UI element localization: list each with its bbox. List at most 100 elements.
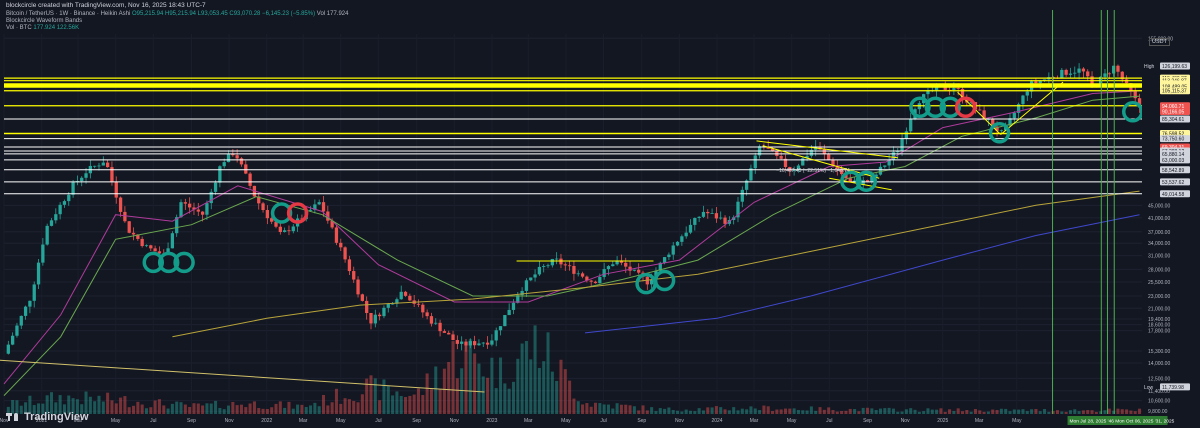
trendline <box>756 140 898 159</box>
currency-label[interactable]: USDT <box>1149 38 1170 46</box>
volume-bar <box>41 403 45 414</box>
candle <box>615 260 619 265</box>
volume-bar <box>986 411 990 414</box>
volume-bar <box>49 392 54 414</box>
volume-bar <box>524 341 528 414</box>
candle <box>386 303 390 308</box>
volume-bar <box>192 403 196 414</box>
volume-bar <box>265 409 269 414</box>
volume-bar <box>589 406 593 414</box>
candle <box>339 242 343 248</box>
volume-bar <box>546 332 550 414</box>
volume-bar <box>434 366 438 414</box>
volume-legend[interactable]: Vol · BTC 177.924 122.56K <box>6 25 79 32</box>
candle <box>1081 68 1086 72</box>
volume-bar <box>1051 411 1055 414</box>
candle <box>369 312 373 324</box>
volume-bar <box>658 408 662 414</box>
candle <box>809 149 814 156</box>
indicator-legend[interactable]: Blockcircle Waveform Bands <box>6 18 83 24</box>
candle <box>455 340 459 344</box>
volume-bar <box>1129 410 1133 414</box>
candle <box>861 180 865 185</box>
candle <box>131 232 136 235</box>
volume-bar <box>157 399 161 414</box>
price-label-box <box>1160 135 1190 143</box>
volume-bar <box>71 398 75 414</box>
volume-bar <box>270 407 274 414</box>
volume-bar <box>645 410 649 414</box>
candle <box>205 203 209 215</box>
candle <box>792 170 796 171</box>
volume-bar <box>995 410 999 414</box>
ohlc-values: O95,215.94 H95,215.94 L93,053.45 C93,070… <box>131 11 316 17</box>
volume-bar <box>896 411 900 414</box>
x-tick-label: Nov <box>225 418 234 424</box>
volume-bar <box>973 409 977 414</box>
candle <box>447 332 451 335</box>
volume-bar <box>563 369 567 414</box>
volume-bar <box>313 402 317 414</box>
volume-bar <box>391 395 395 414</box>
candle <box>624 262 628 267</box>
volume-bar <box>853 409 857 414</box>
circle-marker-green <box>924 96 947 119</box>
volume-bar <box>244 407 248 414</box>
volume-bar <box>766 406 770 414</box>
symbol-legend[interactable]: Bitcoin / TetherUS · 1W · Binance · Heik… <box>6 11 348 18</box>
candle <box>136 234 140 239</box>
volume-bar <box>196 403 200 414</box>
candle <box>999 130 1004 132</box>
candle <box>334 227 339 243</box>
price-label: 85,304.61 <box>1162 117 1184 123</box>
candle <box>45 225 49 245</box>
candle <box>706 211 710 214</box>
candle <box>710 213 714 214</box>
candle <box>317 202 321 205</box>
volume-bar <box>926 408 930 414</box>
volume-bar <box>235 405 239 414</box>
price-label: 63,000.03 <box>1162 158 1184 164</box>
volume-bar <box>818 407 822 414</box>
volume-bar <box>1120 409 1124 414</box>
candle <box>852 180 857 182</box>
tradingview-logo[interactable]: TradingView <box>6 411 89 423</box>
price-label: 76,598.52 <box>1162 131 1184 137</box>
candle <box>71 182 75 195</box>
candle <box>1016 104 1021 113</box>
candle <box>54 214 58 221</box>
candle <box>883 165 887 167</box>
circle-marker-green <box>653 269 676 292</box>
volume-bar <box>723 409 727 414</box>
tradingview-logo-text: TradingView <box>24 411 89 423</box>
x-tick-label: Nov <box>675 418 684 424</box>
candle <box>356 279 360 295</box>
candle <box>865 180 870 182</box>
candle <box>688 224 693 233</box>
candle <box>572 265 576 274</box>
candle <box>196 209 200 212</box>
price-label: 11,739.98 <box>1162 385 1184 391</box>
volume-bar <box>1008 411 1012 414</box>
y-tick-label: 12,500.00 <box>1148 376 1170 382</box>
candle <box>274 221 278 227</box>
candle <box>580 273 585 277</box>
candle <box>485 342 490 345</box>
candle <box>693 217 697 225</box>
volume-bar <box>490 357 494 414</box>
candle <box>934 85 939 91</box>
candle <box>520 290 524 296</box>
volume-bar <box>978 410 982 414</box>
candle <box>244 164 248 174</box>
symbol-name[interactable]: Bitcoin / TetherUS · 1W · Binance · Heik… <box>6 11 131 17</box>
volume-bar <box>1060 411 1064 414</box>
volume-bar <box>352 400 356 414</box>
volume-bar <box>296 404 300 414</box>
price-label: 65,880.14 <box>1162 152 1184 158</box>
candle <box>714 213 719 219</box>
candle <box>498 326 503 331</box>
price-label: 73,750.60 <box>1162 137 1184 143</box>
candle <box>533 274 537 278</box>
volume-bar <box>93 401 97 414</box>
